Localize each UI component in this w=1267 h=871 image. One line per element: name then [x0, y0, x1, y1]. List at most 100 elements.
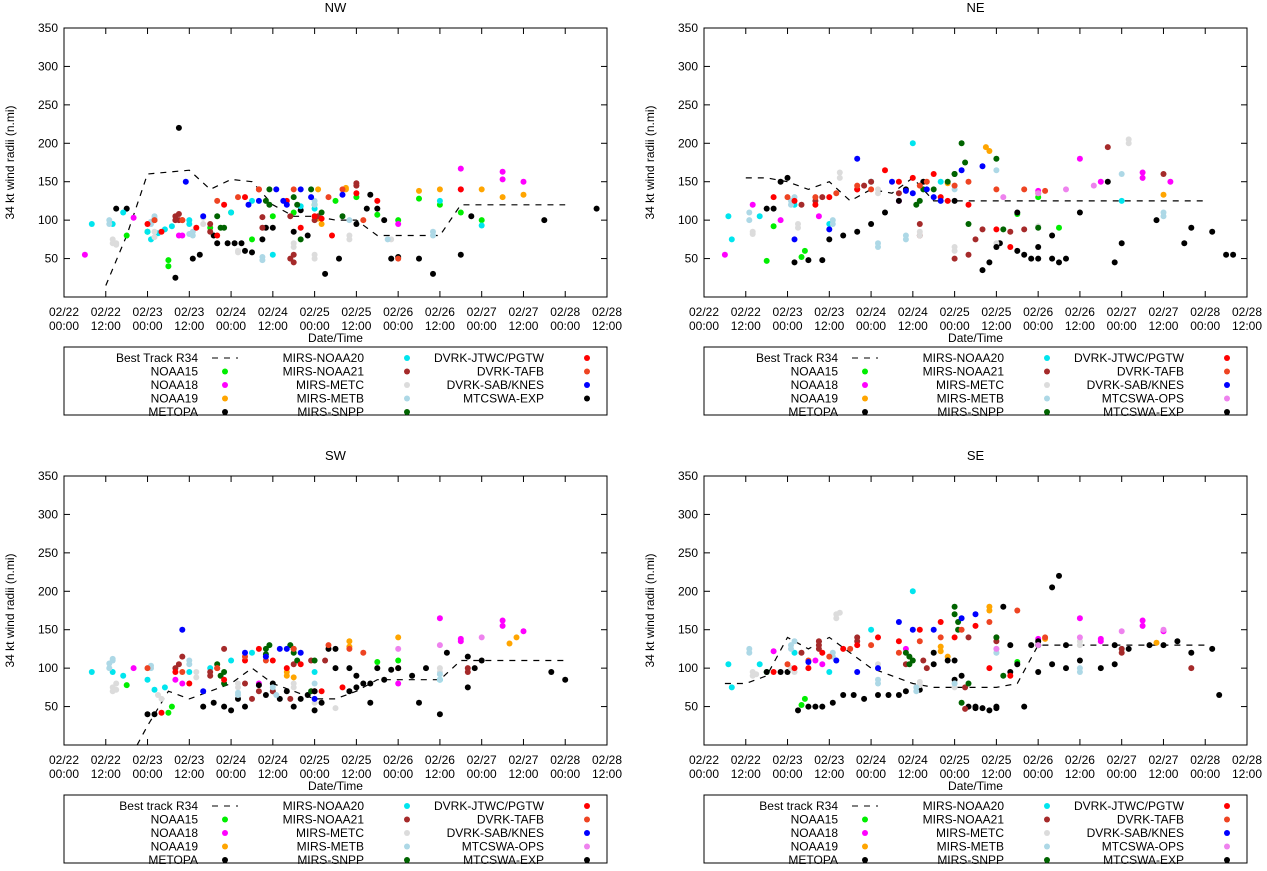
legend-entry-mirs-snpp: MIRS-SNPP: [297, 853, 410, 867]
data-point-mirs-snpp: [951, 171, 958, 177]
data-point-metopa: [895, 197, 902, 204]
y-tick-label: 150: [678, 175, 698, 189]
plot-area: [721, 136, 1237, 274]
y-axis-label: 34 kt wind radii (n.mi): [643, 553, 657, 667]
x-tick-label-date: 02/23: [174, 753, 204, 767]
data-point-dvrk-sab-knes: [308, 194, 315, 201]
data-point-mirs-snpp: [266, 642, 273, 649]
x-tick-label-time: 12:00: [898, 767, 928, 781]
data-point-metopa: [214, 240, 221, 247]
legend-label: METOPA: [788, 405, 838, 419]
data-point-mirs-noaa20: [909, 588, 916, 595]
legend-entry-mirs-noaa21: MIRS-NOAA21: [923, 365, 1050, 379]
series-mirs-snpp: [214, 642, 318, 695]
data-point-metopa: [221, 703, 228, 710]
data-point-dvrk-sab-knes: [311, 695, 318, 702]
legend-point-marker: [404, 395, 410, 402]
data-point-dvrk-jtwc-pgtw: [819, 649, 826, 656]
data-point-metopa: [882, 209, 888, 216]
data-point-dvrk-jtwc-pgtw: [186, 680, 193, 687]
data-point-noaa18: [499, 168, 506, 175]
data-point-dvrk-tafb: [868, 642, 875, 649]
data-point-mirs-metc: [951, 244, 958, 250]
series-dvrk-jtwc-pgtw: [770, 619, 1014, 679]
data-point-metopa: [784, 174, 791, 181]
y-tick-label: 100: [678, 661, 698, 675]
data-point-metopa: [231, 240, 238, 247]
legend-point-marker: [404, 409, 410, 415]
data-point-mirs-noaa21: [1007, 228, 1014, 235]
series-noaa15: [123, 657, 402, 716]
y-tick-label: 300: [38, 507, 58, 521]
data-point-mirs-snpp: [962, 159, 969, 166]
data-point-mirs-noaa20: [791, 649, 798, 656]
x-tick-label-date: 02/25: [981, 753, 1011, 767]
data-point-mirs-metb: [259, 254, 266, 260]
data-point-mirs-noaa20: [937, 178, 944, 185]
data-point-dvrk-jtwc-pgtw: [339, 684, 346, 691]
data-point-mirs-metc: [193, 674, 200, 681]
legend-entry-mirs-metb: MIRS-METB: [297, 392, 410, 406]
data-point-mtcswa-exp: [1146, 642, 1153, 649]
data-point-mtcswa-exp: [951, 657, 958, 664]
legend-label: NOAA15: [151, 813, 199, 827]
data-point-mtcswa-exp: [1230, 251, 1237, 258]
plot-frame: [63, 475, 608, 746]
data-point-dvrk-jtwc-pgtw: [770, 669, 777, 675]
legend-point-marker: [1224, 409, 1230, 415]
data-point-mirs-noaa20: [88, 221, 95, 227]
data-point-mirs-metc: [158, 695, 165, 702]
series-dvrk-tafb: [151, 186, 402, 262]
data-point-mirs-metb: [746, 217, 753, 224]
x-tick-label-time: 12:00: [731, 767, 761, 781]
data-point-mirs-noaa20: [161, 684, 168, 691]
data-point-mirs-noaa20: [249, 197, 255, 204]
x-tick-label-date: 02/28: [550, 305, 580, 319]
data-point-mirs-metc: [235, 684, 241, 691]
x-tick-label-time: 00:00: [133, 319, 163, 333]
data-point-mtcswa-ops: [1118, 628, 1125, 635]
legend-point-marker: [1224, 816, 1230, 823]
data-point-metopa: [276, 695, 283, 702]
data-point-dvrk-sab-knes: [930, 626, 937, 633]
y-tick-label: 50: [685, 700, 699, 714]
data-point-mirs-noaa21: [916, 221, 923, 227]
x-tick-label-date: 02/23: [814, 753, 844, 767]
data-point-mirs-noaa21: [290, 251, 297, 258]
legend-point-marker: [1044, 409, 1050, 415]
data-point-mirs-noaa21: [464, 669, 471, 675]
x-tick-label-date: 02/27: [467, 305, 497, 319]
data-point-mirs-noaa20: [249, 649, 255, 656]
data-point-mirs-metb: [746, 209, 753, 216]
data-point-noaa19: [520, 191, 527, 198]
legend-point-marker: [584, 830, 590, 836]
data-point-mirs-noaa20: [478, 222, 485, 229]
data-point-dvrk-jtwc-pgtw: [214, 232, 221, 239]
chart-panel-se: SE5010015020025030035002/2200:0002/2212:…: [643, 448, 1262, 867]
data-point-mirs-snpp: [308, 186, 315, 193]
data-point-mirs-metb: [875, 680, 881, 687]
legend-label: NOAA15: [791, 365, 839, 379]
legend-label: MIRS-NOAA21: [283, 365, 365, 379]
x-tick-label-date: 02/22: [91, 753, 121, 767]
x-tick-label-date: 02/24: [898, 305, 928, 319]
x-tick-label-time: 00:00: [383, 319, 413, 333]
data-point-dvrk-sab-knes: [958, 167, 965, 174]
data-point-noaa15: [123, 232, 130, 239]
data-point-noaa15: [332, 197, 339, 204]
data-point-mirs-noaa21: [207, 228, 214, 235]
data-point-mirs-noaa20: [826, 669, 833, 675]
y-axis-label: 34 kt wind radii (n.mi): [3, 105, 17, 219]
x-tick-label-time: 12:00: [731, 319, 761, 333]
data-point-mtcswa-exp: [1035, 669, 1042, 675]
legend-point-marker: [404, 830, 410, 836]
chart-title: NW: [325, 0, 347, 15]
data-point-mirs-snpp: [906, 653, 913, 660]
data-point-dvrk-tafb: [826, 653, 833, 660]
data-point-dvrk-tafb: [144, 665, 151, 672]
data-point-noaa18: [179, 232, 186, 239]
legend-entry-mirs-metc: MIRS-METC: [936, 826, 1050, 840]
data-point-mirs-noaa21: [287, 695, 294, 702]
data-point-metopa: [979, 267, 986, 274]
data-point-metopa: [242, 247, 248, 254]
